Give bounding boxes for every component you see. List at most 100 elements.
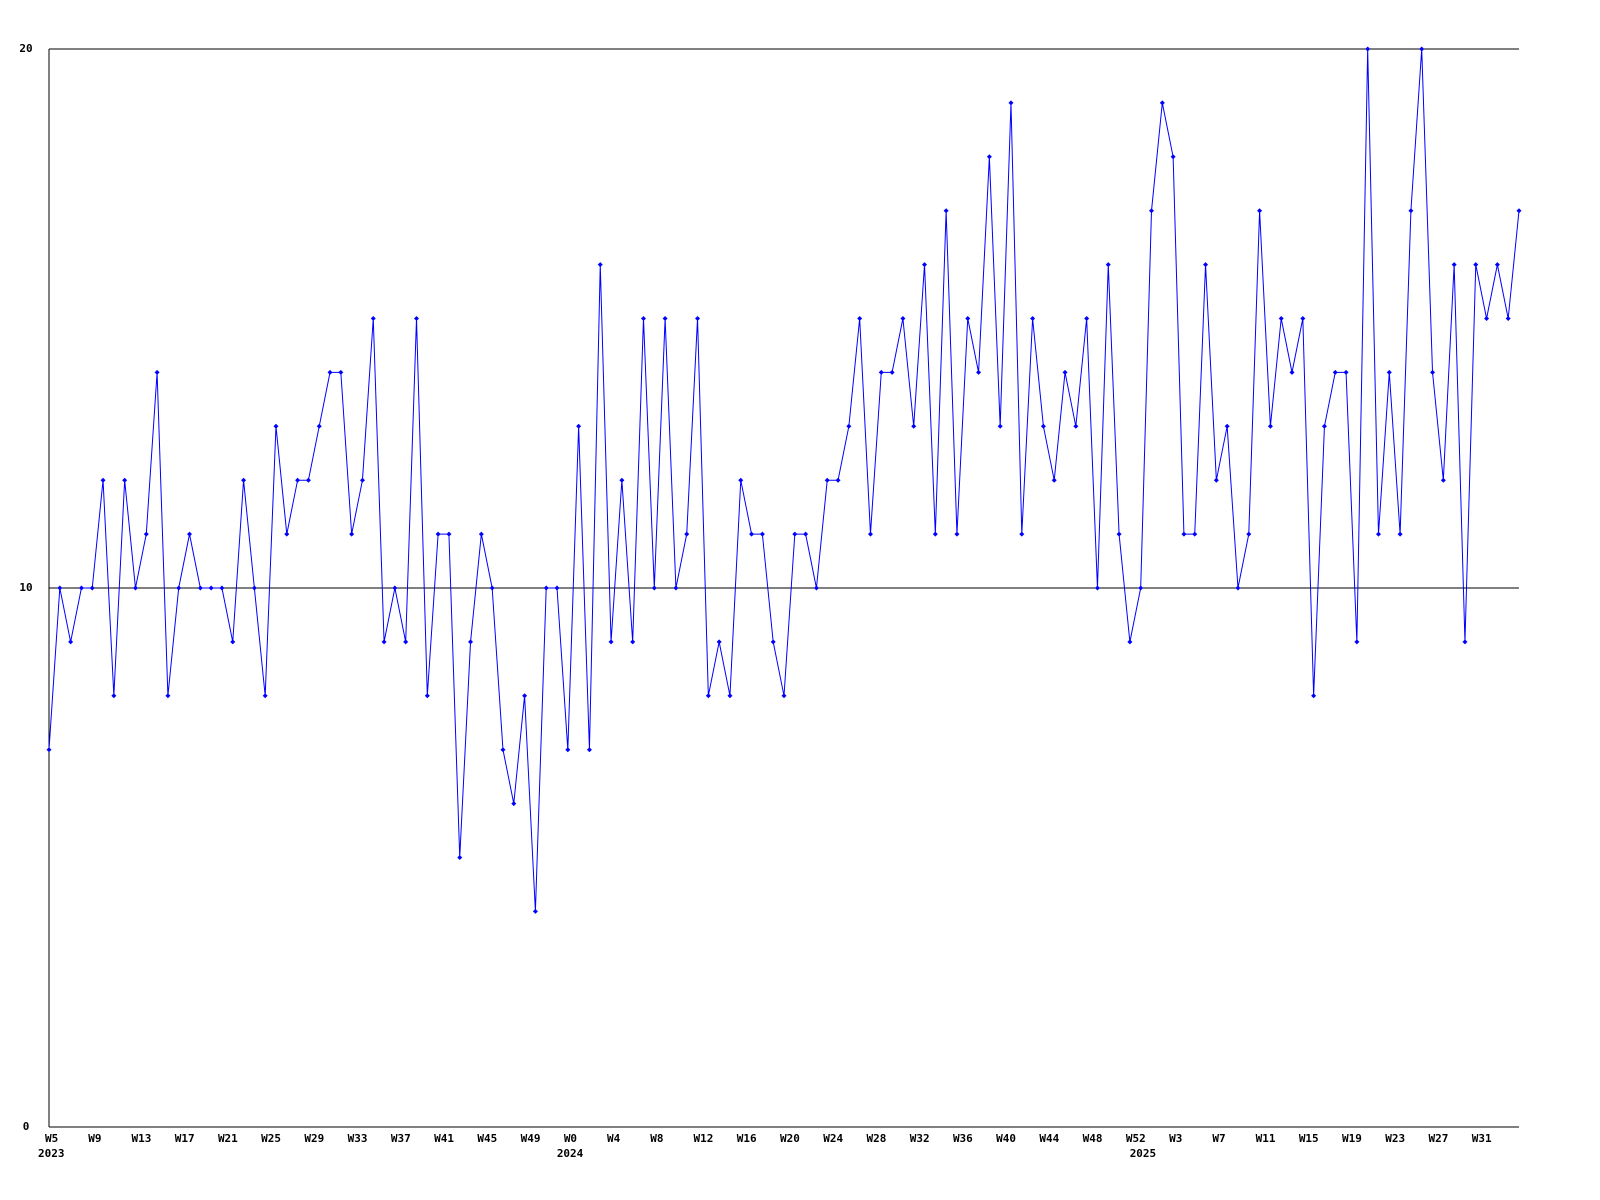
data-point <box>954 531 960 537</box>
x-tick-label: W23 <box>1385 1132 1405 1145</box>
data-point <box>640 316 646 321</box>
data-point <box>154 369 160 375</box>
data-point <box>381 639 387 645</box>
data-point <box>554 585 560 591</box>
data-point <box>543 585 549 591</box>
y-tick-label: 20 <box>19 42 32 55</box>
data-point <box>1365 46 1371 52</box>
data-point <box>1484 316 1490 321</box>
data-point <box>1494 262 1500 268</box>
data-point <box>468 639 474 645</box>
data-point <box>716 639 722 645</box>
x-tick-label: W3 <box>1169 1132 1182 1145</box>
data-point <box>176 585 182 591</box>
data-point <box>1321 423 1327 429</box>
data-point <box>1257 208 1263 214</box>
data-point <box>1440 477 1446 483</box>
data-point <box>1084 316 1090 321</box>
data-point <box>1127 639 1133 645</box>
data-point <box>1354 639 1360 645</box>
data-point <box>630 639 636 645</box>
y-tick-label: 0 <box>23 1120 30 1133</box>
data-point <box>424 693 430 699</box>
data-point <box>370 316 376 321</box>
data-point <box>316 423 322 429</box>
data-point <box>532 908 538 914</box>
data-point <box>792 531 798 537</box>
y-tick-label: 10 <box>19 581 32 594</box>
x-tick-label: W13 <box>131 1132 151 1145</box>
data-point <box>1094 585 1100 591</box>
data-point <box>738 477 744 483</box>
data-point <box>889 369 895 375</box>
x-tick-label: W27 <box>1429 1132 1449 1145</box>
data-point <box>305 477 311 483</box>
data-point <box>208 585 214 591</box>
x-tick-label: W8 <box>650 1132 663 1145</box>
x-tick-label: W37 <box>391 1132 411 1145</box>
data-point <box>349 531 355 537</box>
x-tick-label: W21 <box>218 1132 238 1145</box>
data-point <box>597 262 603 268</box>
data-point <box>1030 316 1036 321</box>
data-point <box>1278 316 1284 321</box>
data-point <box>1408 208 1414 214</box>
data-point <box>1203 262 1209 268</box>
data-point <box>835 477 841 483</box>
data-point <box>1040 423 1046 429</box>
data-point <box>403 639 409 645</box>
data-point <box>327 369 333 375</box>
x-tick-label: W36 <box>953 1132 973 1145</box>
data-point <box>57 585 63 591</box>
data-point <box>673 585 679 591</box>
data-point <box>1505 316 1511 321</box>
data-point <box>1332 369 1338 375</box>
data-point <box>684 531 690 537</box>
data-point <box>1062 369 1068 375</box>
x-tick-label: W0 <box>564 1132 577 1145</box>
data-point <box>1051 477 1057 483</box>
data-point <box>1473 262 1479 268</box>
data-point <box>1386 369 1392 375</box>
x-tick-label: W29 <box>304 1132 324 1145</box>
data-point <box>359 477 365 483</box>
data-point <box>781 693 787 699</box>
data-point <box>867 531 873 537</box>
data-point <box>1159 100 1165 106</box>
data-point <box>273 423 279 429</box>
data-point <box>284 531 290 537</box>
data-point <box>122 477 128 483</box>
data-point <box>446 531 452 537</box>
data-point <box>489 585 495 591</box>
data-point <box>1116 531 1122 537</box>
x-tick-label: W11 <box>1256 1132 1276 1145</box>
x-tick-label: W7 <box>1212 1132 1225 1145</box>
data-point <box>165 693 171 699</box>
x-year-label: 2025 <box>1130 1147 1157 1160</box>
data-point <box>500 747 506 753</box>
data-point <box>705 693 711 699</box>
data-point <box>619 477 625 483</box>
x-tick-label: W32 <box>910 1132 930 1145</box>
data-point <box>1181 531 1187 537</box>
data-point <box>857 316 863 321</box>
data-point <box>651 585 657 591</box>
x-tick-label: W5 <box>45 1132 58 1145</box>
data-point <box>813 585 819 591</box>
data-point <box>1343 369 1349 375</box>
data-point <box>435 531 441 537</box>
data-point <box>1008 100 1014 106</box>
data-point <box>46 747 52 753</box>
data-point <box>965 316 971 321</box>
data-point <box>695 316 701 321</box>
data-point <box>878 369 884 375</box>
data-point <box>1375 531 1381 537</box>
data-point <box>727 693 733 699</box>
x-tick-label: W15 <box>1299 1132 1319 1145</box>
data-point <box>1300 316 1306 321</box>
data-point <box>511 801 517 807</box>
data-point <box>1149 208 1154 214</box>
data-point <box>1224 423 1230 429</box>
x-tick-label: W31 <box>1472 1132 1492 1145</box>
